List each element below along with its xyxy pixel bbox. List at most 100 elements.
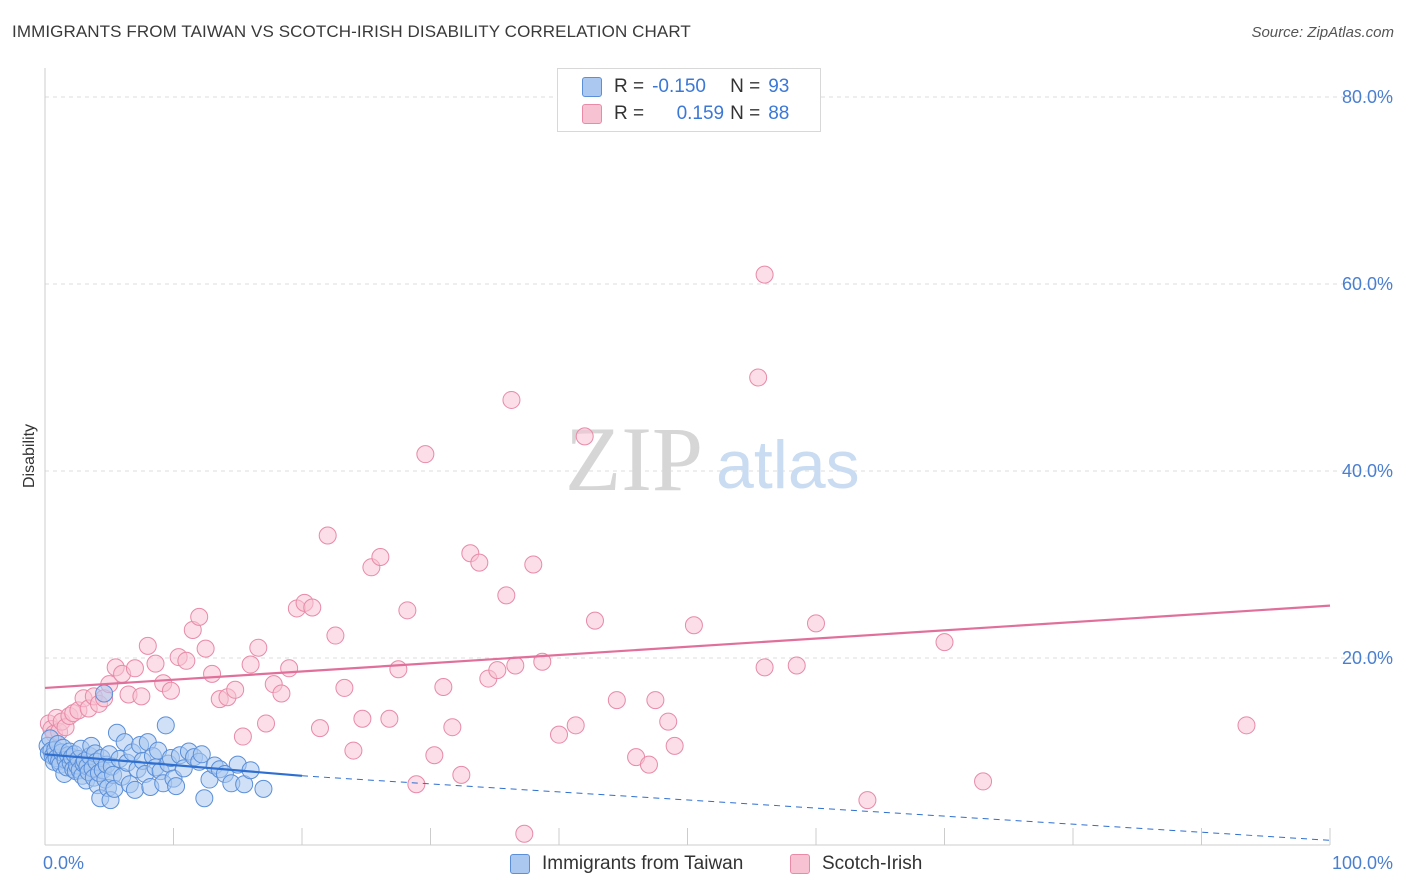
scotch-irish-point — [241, 655, 260, 674]
scotch-irish-point — [389, 660, 408, 679]
scotch-irish-point — [318, 526, 337, 545]
scotch-irish-point — [272, 684, 291, 703]
taiwan-point — [174, 759, 193, 778]
scotch-irish-point — [280, 659, 299, 678]
scotch-irish-point — [226, 680, 245, 699]
legend-n-label: N = — [730, 76, 761, 97]
taiwan-trend-line-extension — [301, 775, 1331, 841]
scotch-irish-point — [416, 445, 435, 464]
scotch-irish-point — [398, 601, 417, 620]
scotch-irish-trend-line — [44, 604, 1331, 690]
watermark-zip: ZIP — [565, 408, 703, 510]
scotch-irish-point — [639, 755, 658, 774]
y-tick-label-20: 20.0% — [1342, 648, 1393, 668]
y-tick-label-40: 40.0% — [1342, 461, 1393, 481]
scotch-irish-point — [684, 616, 703, 635]
taiwan-point — [156, 716, 175, 735]
scotch-irish-point — [585, 611, 604, 630]
scotch-irish-point — [303, 598, 322, 617]
bottom-legend-taiwan: Immigrants from Taiwan — [510, 852, 743, 876]
scotch-irish-point — [146, 654, 165, 673]
legend-swatch-taiwan — [582, 77, 602, 97]
x-tick-label-min: 0.0% — [43, 853, 84, 873]
scotch-irish-point — [233, 727, 252, 746]
scotch-irish-point — [161, 681, 180, 700]
scotch-irish-point — [749, 368, 768, 387]
scotch-irish-point — [470, 553, 489, 572]
legend-r-label: R = — [614, 103, 645, 124]
taiwan-trend-line — [44, 753, 303, 777]
legend-n-value-scotch-irish: 88 — [768, 103, 790, 124]
correlation-legend: R = -0.150 N = 93 R = 0.159 N = 88 — [557, 68, 821, 132]
legend-n-label: N = — [730, 103, 761, 124]
scotch-irish-point — [196, 639, 215, 658]
bottom-swatch-taiwan — [510, 854, 530, 874]
taiwan-point — [254, 779, 273, 798]
scotch-irish-point — [190, 607, 209, 626]
taiwan-point — [192, 745, 211, 764]
scotch-irish-point — [497, 586, 516, 605]
scotch-irish-point — [353, 709, 372, 728]
scotch-irish-point — [310, 719, 329, 738]
scotch-irish-point — [607, 691, 626, 710]
scotch-irish-point — [566, 716, 585, 735]
legend-row-taiwan: R = -0.150 N = 93 — [582, 75, 789, 99]
scotch-irish-point — [380, 709, 399, 728]
legend-n-value-taiwan: 93 — [768, 76, 790, 97]
scotch-irish-point — [755, 265, 774, 284]
scotch-irish-point — [132, 687, 151, 706]
scotch-irish-point — [326, 626, 345, 645]
taiwan-point — [195, 789, 214, 808]
scotch-irish-point — [646, 691, 665, 710]
legend-r-value-scotch-irish: 0.159 — [676, 103, 725, 124]
bottom-legend-scotch-irish: Scotch-Irish — [790, 852, 922, 876]
scotch-irish-point — [575, 427, 594, 446]
scotch-irish-point — [807, 614, 825, 633]
legend-row-scotch-irish: R = 0.159 N = 88 — [582, 102, 789, 126]
scotch-irish-point — [434, 677, 453, 696]
scotch-irish-point — [335, 678, 354, 697]
scotch-irish-point — [935, 633, 954, 652]
scotch-irish-point — [524, 555, 543, 574]
scotch-irish-point — [974, 772, 993, 791]
legend-r-value-taiwan: -0.150 — [652, 76, 706, 97]
bottom-legend-label-taiwan: Immigrants from Taiwan — [542, 853, 744, 874]
x-tick-label-max: 100.0% — [1332, 853, 1393, 873]
scotch-irish-point — [249, 638, 268, 657]
taiwan-point — [95, 684, 114, 703]
legend-swatch-scotch-irish — [582, 104, 602, 124]
y-axis-label: Disability — [21, 424, 38, 488]
legend-r-label: R = — [614, 76, 645, 97]
scotch-irish-point — [515, 824, 534, 843]
scotch-irish-point — [138, 636, 157, 655]
scotch-irish-point — [407, 775, 426, 794]
gridlines — [45, 96, 1392, 659]
scotch-irish-point — [858, 791, 877, 810]
series-scotch-irish-points — [39, 265, 1256, 843]
taiwan-point — [125, 780, 144, 799]
scotch-irish-point — [755, 658, 774, 677]
y-tick-label-80: 80.0% — [1342, 87, 1393, 107]
y-tick-label-60: 60.0% — [1342, 274, 1393, 294]
scotch-irish-point — [203, 664, 222, 683]
scotch-irish-point — [787, 656, 806, 675]
watermark-atlas: atlas — [716, 427, 860, 503]
scotch-irish-point — [488, 661, 507, 680]
tick-labels: 20.0% 40.0% 60.0% 80.0% 0.0% 100.0% — [43, 87, 1393, 873]
scotch-irish-point — [425, 746, 444, 765]
scotch-irish-point — [550, 725, 568, 744]
scotch-irish-point — [665, 736, 684, 755]
scotch-irish-point — [177, 651, 196, 670]
scotch-irish-point — [502, 390, 521, 409]
bottom-legend-label-scotch-irish: Scotch-Irish — [822, 853, 923, 874]
scotch-irish-point — [125, 659, 144, 678]
source-label: Source: ZipAtlas.com — [1251, 24, 1394, 41]
watermark: ZIP atlas — [565, 408, 860, 510]
scotch-irish-point — [371, 548, 390, 567]
scotch-irish-point — [659, 712, 678, 731]
scotch-irish-point — [452, 765, 471, 784]
scotch-irish-point — [257, 714, 276, 733]
scotch-irish-point — [533, 652, 552, 671]
trend-lines — [44, 604, 1331, 841]
series-taiwan-points — [38, 684, 273, 810]
